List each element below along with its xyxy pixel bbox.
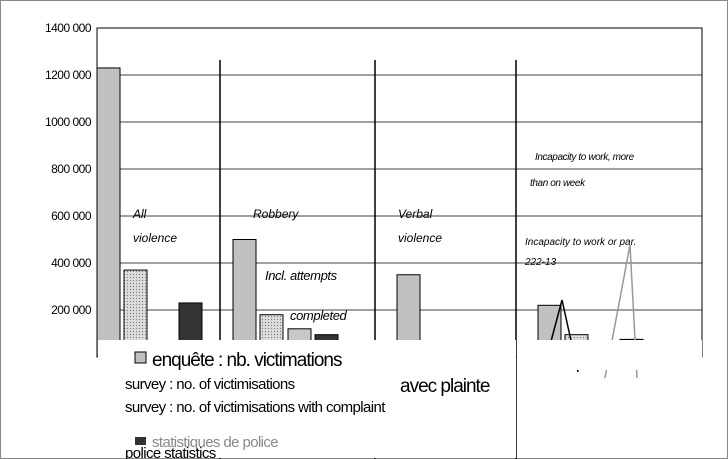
legend-label: avec plainte	[400, 376, 490, 397]
y-tick-label: 200 000	[51, 303, 92, 317]
legend-label: survey : no. of victimisations with comp…	[125, 399, 386, 416]
legend-swatch	[135, 437, 146, 445]
category-label: Incapacity to work or par. 222-13	[524, 237, 639, 268]
legend-label: survey : no. of victimisations	[125, 376, 295, 393]
annotation: completed	[290, 308, 348, 323]
y-tick-label: 600 000	[51, 209, 92, 223]
legend-swatch	[134, 351, 147, 364]
legend-box	[98, 340, 516, 458]
category-label: Verbal violence	[398, 207, 442, 245]
bar	[96, 67, 121, 358]
y-tick-label: 1400 000	[45, 21, 92, 35]
annotation: Incapacity to work, more	[535, 152, 635, 163]
category-label: Robbery	[253, 207, 299, 221]
legend-label: enquête : nb. victimations	[152, 350, 342, 371]
y-tick-label: 1200 000	[45, 68, 92, 82]
y-tick-label: 1000 000	[45, 115, 92, 129]
category-label: All violence	[132, 207, 177, 245]
y-tick-label: 400 000	[51, 256, 92, 270]
leader-line	[549, 299, 563, 346]
legend-label: statistiques de police	[152, 434, 278, 451]
bar	[232, 239, 257, 358]
annotation: than on week	[530, 178, 586, 189]
annotation: Incl. attempts	[265, 268, 338, 283]
legend-box	[517, 340, 702, 370]
y-tick-label: 800 000	[51, 162, 92, 176]
legend-label: police statistics	[125, 445, 216, 459]
